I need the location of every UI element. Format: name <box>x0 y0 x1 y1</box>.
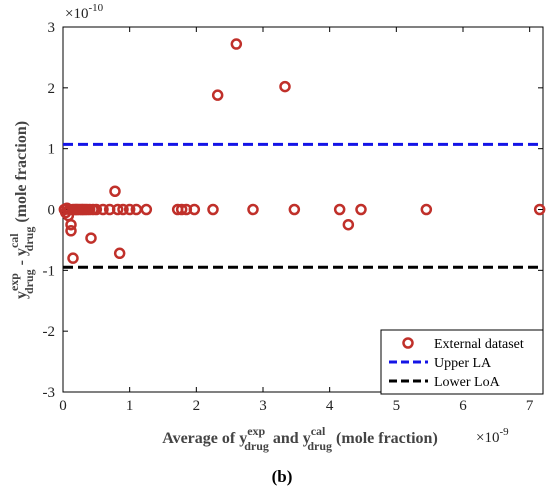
data-point <box>188 203 201 216</box>
y-label-sup2: cal <box>7 233 21 248</box>
x-label-sub1: drug <box>244 439 269 453</box>
y-multiplier-exp: -10 <box>88 2 103 14</box>
x-multiplier-exp: -9 <box>499 426 509 438</box>
x-tick-label: 7 <box>526 398 534 414</box>
data-point <box>123 203 136 216</box>
x-label-sup2: cal <box>311 424 326 438</box>
legend-label-upper: Upper LA <box>434 356 492 371</box>
x-label-suffix: (mole fraction) <box>332 430 438 447</box>
y-label-base1: y <box>13 291 30 299</box>
data-point <box>65 225 77 237</box>
y-label-suffix: (mole fraction) <box>13 121 30 227</box>
data-point <box>111 203 124 216</box>
legend-label-lower: Lower LoA <box>434 375 501 390</box>
x-tick-label: 1 <box>126 398 134 414</box>
legend-label-external: External dataset <box>434 337 524 352</box>
x-label-sub2: drug <box>307 439 332 453</box>
y-axis-label: yexpdrug - ycaldrug (mole fraction) <box>7 121 36 299</box>
data-point <box>230 38 243 50</box>
y-label-sub1: drug <box>22 269 36 294</box>
data-point <box>175 203 188 216</box>
data-point <box>90 203 103 216</box>
data-point <box>67 252 79 264</box>
y-tick-label: -3 <box>43 385 56 401</box>
data-point <box>342 218 355 231</box>
y-label-sub2: drug <box>22 227 36 252</box>
legend-marker-external <box>402 337 414 349</box>
y-ticks: -3 -2 -1 0 1 2 3 <box>43 20 543 401</box>
data-point <box>207 203 219 216</box>
panel-label: (b) <box>272 467 293 486</box>
data-point <box>113 247 126 260</box>
data-point <box>97 203 109 216</box>
data-point <box>288 203 301 216</box>
series-layer <box>58 38 546 269</box>
x-label-sup1: exp <box>247 424 265 438</box>
x-multiplier: ×10-9 <box>476 426 509 446</box>
y-label-middle: - y <box>13 248 30 269</box>
x-tick-label: 6 <box>459 398 467 414</box>
data-point <box>247 203 259 216</box>
x-multiplier-base: ×10 <box>476 430 499 446</box>
data-point <box>211 89 224 101</box>
x-tick-label: 5 <box>393 398 401 414</box>
data-point <box>333 203 346 216</box>
y-label-sup1: exp <box>7 273 21 291</box>
y-multiplier-base: ×10 <box>65 6 88 22</box>
x-tick-label: 3 <box>259 398 267 414</box>
data-point <box>140 203 153 216</box>
y-tick-label: -1 <box>43 263 56 279</box>
data-point <box>65 218 77 231</box>
y-tick-label: 2 <box>48 81 56 97</box>
data-point <box>85 232 97 244</box>
y-tick-label: 3 <box>48 20 56 36</box>
legend: External dataset Upper LA Lower LoA <box>380 329 544 395</box>
y-tick-label: 0 <box>48 203 56 219</box>
data-point <box>420 203 433 216</box>
y-tick-label: 1 <box>48 142 56 158</box>
y-multiplier: ×10-10 <box>65 2 104 22</box>
data-point <box>355 203 367 216</box>
x-label-prefix: Average of y <box>162 430 247 447</box>
data-point <box>279 80 291 93</box>
data-point <box>533 203 546 216</box>
x-tick-label: 2 <box>193 398 201 414</box>
y-tick-label: -2 <box>43 324 56 340</box>
x-tick-label: 0 <box>59 398 67 414</box>
data-point <box>109 185 121 197</box>
x-label-middle: and y <box>269 430 311 447</box>
x-tick-label: 4 <box>326 398 334 414</box>
x-axis-label: Average of yexp drug and ycal drug (mole f… <box>162 424 438 453</box>
data-point <box>117 203 129 216</box>
